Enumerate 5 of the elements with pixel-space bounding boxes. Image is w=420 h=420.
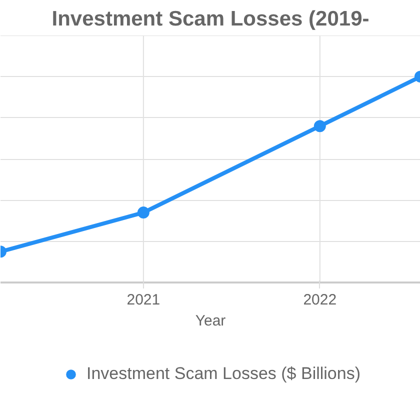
- x-tick-label: 2021: [126, 292, 160, 309]
- x-axis-title: Year: [195, 312, 226, 330]
- x-tick-label: 2022: [303, 292, 337, 309]
- chart-title: Investment Scam Losses (2019-: [52, 8, 370, 30]
- legend-label: Investment Scam Losses ($ Billions): [86, 364, 360, 384]
